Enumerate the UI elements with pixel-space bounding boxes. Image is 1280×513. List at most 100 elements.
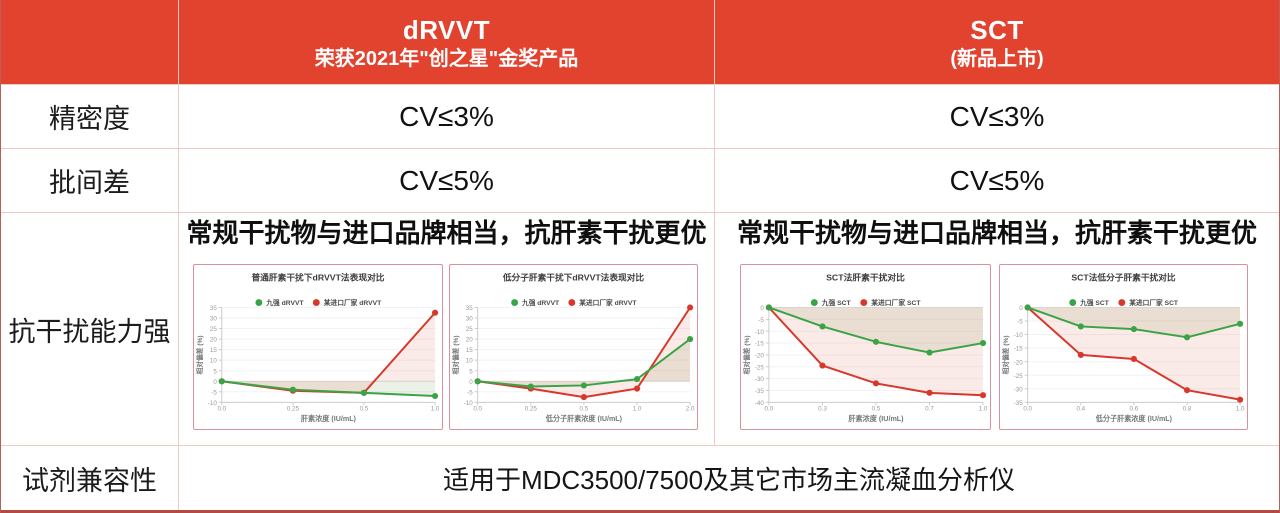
svg-text:0.6: 0.6 (1130, 406, 1139, 413)
header-corner-cell (1, 0, 178, 84)
row-interference-sct: 常规干扰物与进口品牌相当，抗肝素干扰更优 0 -5 -10 -15 -20 -25 -30 -… (714, 212, 1279, 445)
svg-text:25: 25 (210, 326, 217, 333)
svg-text:-5: -5 (211, 389, 217, 396)
svg-text:相对偏差 (%): 相对偏差 (%) (195, 335, 204, 374)
line-chart: 35 30 25 20 15 10 5 0 -5 -100.0 0.25 0.5 1.0 普通肝素干扰下d… (195, 271, 440, 423)
svg-text:相对偏差 (%): 相对偏差 (%) (1001, 335, 1010, 374)
svg-text:0.0: 0.0 (473, 406, 482, 413)
svg-text:-25: -25 (1014, 373, 1024, 380)
svg-text:相对偏差 (%): 相对偏差 (%) (742, 335, 751, 374)
svg-text:1.0: 1.0 (431, 406, 440, 413)
svg-text:0.8: 0.8 (1183, 406, 1192, 413)
svg-text:5: 5 (469, 368, 473, 375)
svg-text:-40: -40 (755, 400, 765, 407)
svg-text:某进口厂家 dRVVT: 某进口厂家 dRVVT (323, 298, 382, 307)
svg-text:某进口厂家 SCT: 某进口厂家 SCT (1128, 298, 1179, 307)
svg-text:某进口厂家 SCT: 某进口厂家 SCT (870, 298, 921, 307)
svg-text:35: 35 (210, 305, 217, 312)
svg-text:1.0: 1.0 (1236, 406, 1245, 413)
chart-panel-lmwh-sct: 0 -5 -10 -15 -20 -25 -30 -35 0.0 0.4 0.6 0.8 1.0 SCT法… (999, 264, 1248, 430)
svg-text:-20: -20 (755, 352, 765, 359)
svg-text:0: 0 (1019, 305, 1023, 312)
svg-text:0.5: 0.5 (872, 406, 881, 413)
svg-text:肝素浓度 (IU/mL): 肝素浓度 (IU/mL) (301, 414, 357, 423)
svg-text:0.0: 0.0 (217, 406, 226, 413)
header-sct-subtitle: (新品上市) (950, 47, 1044, 70)
line-chart: 35 30 25 20 15 10 5 0 -5 -100.0 0.25 0.5 1.0 2.0 低分子肝素… (451, 271, 695, 423)
chart-panels-drvvt: 35 30 25 20 15 10 5 0 -5 -10 0.0 0.25 0.5 1.0 普通肝素干扰下d… (179, 264, 714, 430)
svg-text:0.7: 0.7 (925, 406, 934, 413)
svg-text:-30: -30 (1014, 386, 1024, 393)
row-precision-label: 精密度 (1, 84, 178, 148)
row-compatibility-value: 适用于MDC3500/7500及其它市场主流凝血分析仪 (178, 445, 1279, 510)
svg-text:-5: -5 (758, 317, 764, 324)
svg-text:0: 0 (469, 379, 473, 386)
chart-panel-lmwh-drvvt: 35 30 25 20 15 10 5 0 -5 -10 0.0 0.25 0.5 1.0 2.0 低分子肝素… (449, 264, 698, 430)
svg-text:35: 35 (466, 305, 473, 312)
svg-text:九强 SCT: 九强 SCT (1079, 298, 1110, 307)
svg-text:-10: -10 (755, 329, 765, 336)
svg-text:低分子肝素干扰下dRVVT法表现对比: 低分子肝素干扰下dRVVT法表现对比 (502, 271, 645, 282)
svg-text:2.0: 2.0 (686, 406, 695, 413)
row-interference-drvvt: 常规干扰物与进口品牌相当，抗肝素干扰更优 35 30 25 20 15 10 5 0 -5 -10… (178, 212, 714, 445)
svg-text:-15: -15 (755, 341, 765, 348)
svg-text:普通肝素干扰下dRVVT法表现对比: 普通肝素干扰下dRVVT法表现对比 (251, 271, 384, 282)
header-drvvt: dRVVT 荣获2021年"创之星"金奖产品 (178, 0, 714, 84)
svg-text:相对偏差 (%): 相对偏差 (%) (451, 335, 460, 374)
svg-text:低分子肝素浓度 (IU/mL): 低分子肝素浓度 (IU/mL) (545, 414, 623, 423)
row-compatibility-label: 试剂兼容性 (1, 445, 178, 510)
svg-text:-35: -35 (1014, 400, 1024, 407)
svg-text:肝素浓度 (IU/mL): 肝素浓度 (IU/mL) (848, 414, 904, 423)
svg-text:0.0: 0.0 (765, 406, 774, 413)
svg-text:20: 20 (466, 337, 473, 344)
svg-text:0.0: 0.0 (1023, 406, 1032, 413)
svg-text:30: 30 (210, 316, 217, 323)
svg-text:0: 0 (760, 305, 764, 312)
svg-text:1.0: 1.0 (633, 406, 642, 413)
svg-text:15: 15 (466, 347, 473, 354)
svg-text:0.4: 0.4 (1076, 406, 1085, 413)
svg-text:-10: -10 (464, 400, 474, 407)
header-drvvt-subtitle: 荣获2021年"创之星"金奖产品 (314, 47, 579, 70)
svg-text:0.5: 0.5 (360, 406, 369, 413)
svg-text:1.0: 1.0 (979, 406, 988, 413)
svg-text:-10: -10 (208, 400, 218, 407)
svg-text:SCT法低分子肝素干扰对比: SCT法低分子肝素干扰对比 (1071, 271, 1176, 282)
header-sct: SCT (新品上市) (714, 0, 1279, 84)
row-lot-variation-label: 批间差 (1, 148, 178, 212)
svg-text:-5: -5 (467, 389, 473, 396)
svg-text:0.3: 0.3 (818, 406, 827, 413)
interference-note-drvvt: 常规干扰物与进口品牌相当，抗肝素干扰更优 (186, 218, 707, 248)
svg-text:-30: -30 (755, 376, 765, 383)
line-chart: 0 -5 -10 -15 -20 -25 -30 -350.0 0.4 0.6 0.8 1.0 SCT法… (1001, 271, 1245, 423)
row-interference-label: 抗干扰能力强 (1, 212, 178, 445)
row-lot-variation-drvvt: CV≤5% (178, 148, 714, 212)
interference-note-sct: 常规干扰物与进口品牌相当，抗肝素干扰更优 (736, 218, 1257, 248)
header-drvvt-title: dRVVT (402, 14, 491, 45)
chart-panel-heparin-drvvt: 35 30 25 20 15 10 5 0 -5 -10 0.0 0.25 0.5 1.0 普通肝素干扰下d… (193, 264, 443, 430)
svg-text:0: 0 (213, 379, 217, 386)
svg-text:九强 dRVVT: 九强 dRVVT (265, 298, 304, 307)
svg-text:-35: -35 (755, 388, 765, 395)
row-precision-drvvt: CV≤3% (178, 84, 714, 148)
svg-text:10: 10 (210, 358, 217, 365)
svg-text:25: 25 (466, 326, 473, 333)
svg-text:低分子肝素浓度 (IU/mL): 低分子肝素浓度 (IU/mL) (1095, 414, 1173, 423)
chart-panels-sct: 0 -5 -10 -15 -20 -25 -30 -35 -40 0.0 0.3 0.5 0.7 1.0 S… (715, 264, 1279, 430)
svg-text:10: 10 (466, 358, 473, 365)
svg-text:15: 15 (210, 347, 217, 354)
svg-text:SCT法肝素干扰对比: SCT法肝素干扰对比 (826, 271, 905, 282)
header-sct-title: SCT (970, 14, 1024, 45)
svg-text:30: 30 (466, 316, 473, 323)
svg-text:20: 20 (210, 337, 217, 344)
svg-text:九强 dRVVT: 九强 dRVVT (521, 298, 560, 307)
svg-text:0.25: 0.25 (287, 406, 300, 413)
svg-text:某进口厂家 dRVVT: 某进口厂家 dRVVT (578, 298, 637, 307)
chart-panel-heparin-sct: 0 -5 -10 -15 -20 -25 -30 -35 -40 0.0 0.3 0.5 0.7 1.0 S… (740, 264, 991, 430)
svg-text:0.25: 0.25 (525, 406, 538, 413)
svg-text:0.5: 0.5 (580, 406, 589, 413)
svg-text:-5: -5 (1017, 319, 1023, 326)
line-chart: 0 -5 -10 -15 -20 -25 -30 -35 -400.0 0.3 0.5 0.7 1.0 S… (742, 271, 988, 423)
svg-text:-20: -20 (1014, 359, 1024, 366)
